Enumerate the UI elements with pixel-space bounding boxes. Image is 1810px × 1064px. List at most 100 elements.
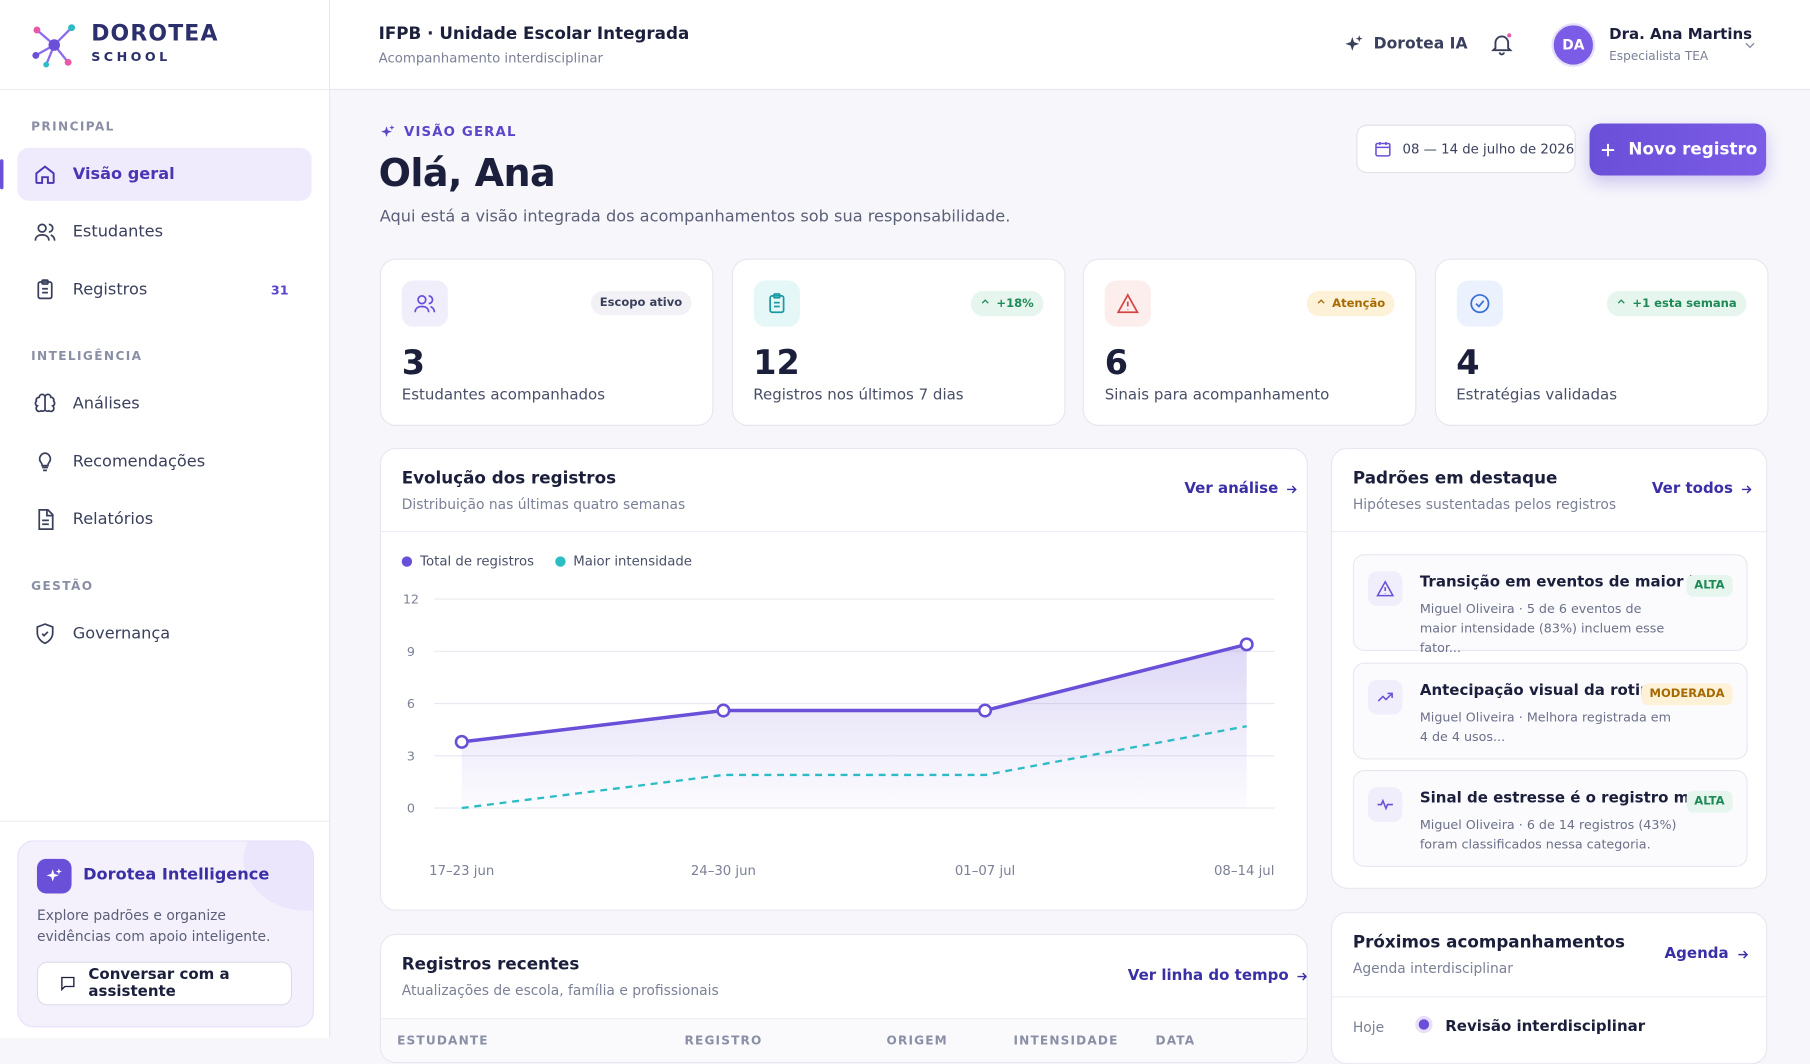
date-text: 08 — 14 de julho de 2026 <box>1402 140 1575 157</box>
event-dot <box>1418 1019 1430 1030</box>
line-chart: 0 3 6 9 12 17–23 jun 24–30 jun 01–07 jul 08–14 j… <box>403 592 1275 879</box>
x-tick-label: 01–07 jul <box>955 864 1015 879</box>
pattern-icon <box>1367 571 1403 607</box>
data-point[interactable] <box>716 703 731 718</box>
tag-text: +18% <box>996 297 1034 311</box>
promo-icon <box>36 858 72 894</box>
nav-item[interactable]: Registros 31 <box>17 263 311 316</box>
pattern-tag: ALTA <box>1686 790 1733 813</box>
new-record-button[interactable]: Novo registro <box>1589 123 1767 176</box>
eyebrow-text: VISÃO GERAL <box>404 123 517 140</box>
stat-card: +18% 12 Registros nos últimos 7 dias <box>731 258 1065 426</box>
pattern-item[interactable]: Antecipação visual da rotin... Miguel Oli… <box>1352 662 1748 759</box>
patterns-card: Padrões em destaque Hipóteses sustentada… <box>1330 447 1768 889</box>
card-link[interactable]: Ver linha do tempo <box>1127 967 1307 985</box>
card-link[interactable]: Ver análise <box>1184 480 1299 498</box>
nav-section: INTELIGÊNCIA <box>31 349 143 364</box>
column-header: INTENSIDADE <box>1013 1034 1119 1049</box>
card-link[interactable]: Ver todos <box>1651 480 1754 498</box>
intro: Aqui está a visão integrada dos acompanh… <box>379 207 1011 227</box>
nav-item[interactable]: Governança <box>17 607 311 660</box>
x-tick-label: 08–14 jul <box>1214 864 1274 879</box>
pattern-item[interactable]: Transição em eventos de maior in... Migue… <box>1352 554 1748 656</box>
recent-card: Registros recentes Atualizações de escol… <box>379 933 1308 1064</box>
stat-tag: +18% <box>970 290 1043 317</box>
assistant-button[interactable]: Conversar com a assistente <box>36 961 293 1006</box>
card-title: Próximos acompanhamentos <box>1352 933 1625 953</box>
nav-label: Visão geral <box>72 165 175 184</box>
event-title[interactable]: Revisão interdisciplinar <box>1445 1018 1646 1036</box>
y-tick-label: 0 <box>407 801 415 816</box>
x-tick-label: 24–30 jun <box>691 864 756 879</box>
data-point[interactable] <box>1239 637 1254 652</box>
org-subtitle: Acompanhamento interdisciplinar <box>378 49 603 66</box>
stat-value: 12 <box>753 342 800 383</box>
nav-label: Registros <box>72 280 148 299</box>
button-label: Conversar com a assistente <box>88 966 230 1001</box>
notifications[interactable] <box>1489 31 1514 61</box>
stat-value: 4 <box>1456 342 1480 383</box>
stat-value: 6 <box>1104 342 1129 383</box>
card-subtitle: Agenda interdisciplinar <box>1352 960 1513 977</box>
tag-text: Escopo ativo <box>599 296 683 310</box>
card-link[interactable]: Agenda <box>1664 945 1750 963</box>
link-text: Ver linha do tempo <box>1127 967 1289 985</box>
nav-label: Relatórios <box>72 510 154 529</box>
active-marker <box>0 159 4 190</box>
card-subtitle: Hipóteses sustentadas pelos registros <box>1352 496 1617 513</box>
pattern-icon <box>1367 787 1403 822</box>
pattern-text: Miguel Oliveira · 5 de 6 eventos de maio… <box>1419 601 1665 656</box>
link-text: Ver análise <box>1184 480 1279 498</box>
pattern-icon <box>1367 679 1403 714</box>
nav-label: Recomendações <box>72 452 206 471</box>
pattern-item[interactable]: Sinal de estresse é o registro mais... Mi… <box>1352 769 1748 867</box>
ai-label: Dorotea IA <box>1373 34 1468 54</box>
date-picker[interactable]: 08 — 14 de julho de 2026 <box>1356 124 1576 174</box>
link-text: Agenda <box>1664 945 1729 963</box>
nav-item[interactable]: Análises <box>17 377 311 430</box>
stat-card: Atenção 6 Sinais para acompanhamento <box>1082 258 1417 426</box>
brand-sub: SCHOOL <box>91 49 171 65</box>
stat-label: Estudantes acompanhados <box>401 386 606 405</box>
stat-icon <box>401 280 448 327</box>
tag-text: +1 esta semana <box>1632 297 1737 311</box>
stat-label: Sinais para acompanhamento <box>1104 386 1330 405</box>
stat-tag: +1 esta semana <box>1607 290 1746 317</box>
nav-item[interactable]: Visão geral <box>0 147 312 201</box>
column-header: DATA <box>1155 1034 1196 1049</box>
link-text: Ver todos <box>1651 480 1733 498</box>
nav-item[interactable]: Relatórios <box>17 493 311 546</box>
org-title: IFPB · Unidade Escolar Integrada <box>378 25 690 44</box>
ai-button[interactable]: Dorotea IA <box>1344 33 1468 54</box>
y-tick-label: 3 <box>407 748 415 763</box>
chevron[interactable] <box>1743 38 1757 52</box>
legend-label: Total de registros <box>420 552 534 570</box>
card-subtitle: Atualizações de escola, família e profis… <box>401 982 719 999</box>
series-line <box>461 725 1247 810</box>
data-point[interactable] <box>977 703 993 718</box>
nav-item[interactable]: Recomendações <box>17 435 311 488</box>
greeting: Olá, Ana <box>378 150 556 196</box>
chart-card: Evolução dos registros Distribuição nas … <box>379 447 1308 911</box>
card-title: Padrões em destaque <box>1352 469 1558 489</box>
promo-card: Dorotea Intelligence Explore padrões e o… <box>17 840 314 1028</box>
user-role: Especialista TEA <box>1609 49 1709 64</box>
user-name: Dra. Ana Martins <box>1609 26 1753 44</box>
data-point[interactable] <box>454 734 469 749</box>
brand: DOROTEA SCHOOL <box>30 21 217 74</box>
divider <box>380 530 1307 533</box>
pattern-tag: ALTA <box>1686 574 1733 597</box>
button-label: Novo registro <box>1628 140 1758 159</box>
eyebrow: VISÃO GERAL <box>380 124 517 140</box>
nav-section: GESTÃO <box>31 579 94 594</box>
stat-icon <box>753 280 800 327</box>
avatar[interactable]: DA <box>1551 23 1596 67</box>
stat-tag: Atenção <box>1306 290 1395 317</box>
top-bar: IFPB · Unidade Escolar Integrada Acompan… <box>330 0 1810 91</box>
nav-item[interactable]: Estudantes <box>17 205 311 258</box>
stat-card: +1 esta semana 4 Estratégias validadas <box>1434 258 1768 426</box>
legend: Total de registros Maior intensidade <box>401 552 692 570</box>
y-tick-label: 9 <box>407 644 415 659</box>
divider <box>1332 996 1767 998</box>
column-header: ORIGEM <box>886 1034 948 1049</box>
